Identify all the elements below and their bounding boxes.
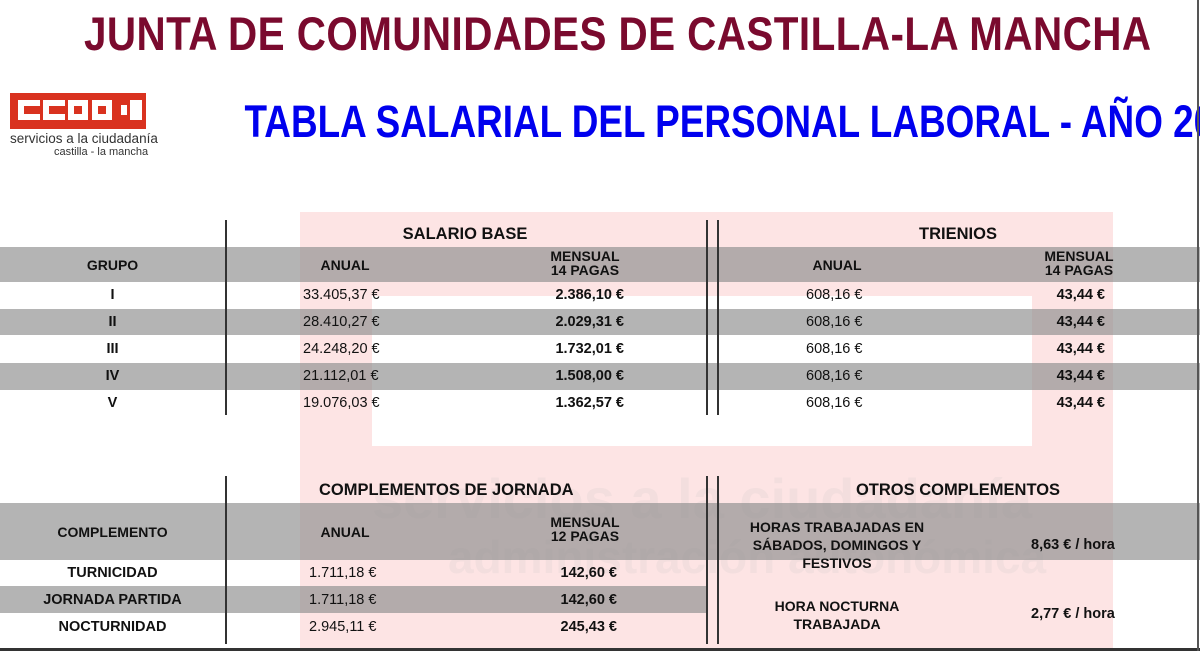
salario-base-title: SALARIO BASE xyxy=(402,225,528,243)
logo-letter-c-icon xyxy=(43,100,65,120)
otros-item-1-label-line1: HORAS TRABAJADAS EN xyxy=(749,519,925,535)
base-mensual-header-line1: MENSUAL xyxy=(550,248,620,264)
otros-item-1-label: HORAS TRABAJADAS EN SÁBADOS, DOMINGOS Y … xyxy=(722,518,952,572)
trienio-anual-cell: 608,16 € xyxy=(806,395,863,411)
jornada-mensual-header-line1: MENSUAL xyxy=(550,514,620,530)
grupo-header: GRUPO xyxy=(86,257,139,273)
trienio-mensual-cell: 43,44 € xyxy=(1056,314,1105,330)
grupo-cell: IV xyxy=(105,368,120,384)
grupo-cell: II xyxy=(108,314,117,330)
jornada-mensual-header-line2: 12 PAGAS xyxy=(550,528,620,544)
trienio-mensual-header-line1: MENSUAL xyxy=(1044,248,1114,264)
row-band-4 xyxy=(0,363,1200,390)
otros-complementos-title: OTROS COMPLEMENTOS xyxy=(855,481,1061,499)
base-mensual-cell: 2.386,10 € xyxy=(555,287,624,303)
complemento-mensual-cell: 142,60 € xyxy=(560,592,617,608)
right-border xyxy=(1197,0,1199,651)
complemento-mensual-cell: 142,60 € xyxy=(560,565,617,581)
base-mensual-header-line2: 14 PAGAS xyxy=(550,262,620,278)
base-mensual-cell: 1.732,01 € xyxy=(555,341,624,357)
bottom-border xyxy=(0,648,1200,651)
grupo-cell: I xyxy=(110,287,115,303)
ccoo-logo: servicios a la ciudadanía castilla - la … xyxy=(10,93,170,158)
base-mensual-cell: 1.508,00 € xyxy=(555,368,624,384)
otros-item-2-label-line2: TRABAJADA xyxy=(793,616,881,632)
otros-item-2-value: 2,77 € / hora xyxy=(1031,606,1115,622)
trienio-mensual-header: MENSUAL 14 PAGAS xyxy=(1024,249,1134,277)
grupo-cell: III xyxy=(106,341,119,357)
trienio-mensual-cell: 43,44 € xyxy=(1056,368,1105,384)
logo-tagline: servicios a la ciudadanía xyxy=(10,131,158,146)
complemento-anual-cell: 1.711,18 € xyxy=(309,565,377,581)
page-subtitle: TABLA SALARIAL DEL PERSONAL LABORAL - AÑ… xyxy=(244,96,1200,147)
divider-line xyxy=(706,220,708,415)
jornada-anual-header: ANUAL xyxy=(320,524,370,540)
logo-letter-o-icon xyxy=(68,100,88,120)
trienio-mensual-header-line2: 14 PAGAS xyxy=(1044,262,1114,278)
trienio-anual-cell: 608,16 € xyxy=(806,341,863,357)
header-band xyxy=(0,247,1200,282)
base-mensual-cell: 2.029,31 € xyxy=(555,314,624,330)
base-anual-cell: 33.405,37 € xyxy=(303,287,380,303)
complementos-jornada-title: COMPLEMENTOS DE JORNADA xyxy=(319,481,574,499)
otros-item-2-label-line1: HORA NOCTURNA xyxy=(774,598,900,614)
logo-letter-c-icon xyxy=(18,100,40,120)
trienio-mensual-cell: 43,44 € xyxy=(1056,395,1105,411)
row-band-2 xyxy=(0,309,1200,335)
otros-item-2-label: HORA NOCTURNA TRABAJADA xyxy=(722,597,952,633)
complemento-name-cell: JORNADA PARTIDA xyxy=(43,592,182,608)
logo-letter-o-icon xyxy=(92,100,112,120)
complementos-row-band-2 xyxy=(0,586,706,613)
complemento-header: COMPLEMENTO xyxy=(57,524,168,540)
otros-item-1-value: 8,63 € / hora xyxy=(1031,537,1115,553)
trienio-mensual-cell: 43,44 € xyxy=(1056,287,1105,303)
complemento-anual-cell: 2.945,11 € xyxy=(309,619,377,635)
trienio-anual-cell: 608,16 € xyxy=(806,368,863,384)
divider-line xyxy=(717,476,719,644)
base-anual-cell: 28.410,27 € xyxy=(303,314,380,330)
base-anual-cell: 21.112,01 € xyxy=(303,368,379,384)
trienio-anual-cell: 608,16 € xyxy=(806,287,863,303)
trienios-title: TRIENIOS xyxy=(919,225,997,243)
trienio-anual-cell: 608,16 € xyxy=(806,314,863,330)
base-mensual-header: MENSUAL 14 PAGAS xyxy=(530,249,640,277)
base-anual-cell: 24.248,20 € xyxy=(303,341,380,357)
grupo-cell: V xyxy=(107,395,118,411)
base-anual-header: ANUAL xyxy=(320,257,370,273)
complementos-header-band xyxy=(0,503,1200,560)
divider-line xyxy=(225,476,227,644)
ccoo-logo-mark xyxy=(10,93,146,129)
otros-item-1-label-line3: FESTIVOS xyxy=(802,555,872,571)
complemento-name-cell: TURNICIDAD xyxy=(67,565,158,581)
divider-line xyxy=(717,220,719,415)
divider-line xyxy=(706,476,708,644)
divider-line xyxy=(225,220,227,415)
main-title: JUNTA DE COMUNIDADES DE CASTILLA-LA MANC… xyxy=(84,7,1152,60)
trienio-mensual-cell: 43,44 € xyxy=(1056,341,1105,357)
base-mensual-cell: 1.362,57 € xyxy=(555,395,624,411)
trienio-anual-header: ANUAL xyxy=(812,257,862,273)
otros-item-1-label-line2: SÁBADOS, DOMINGOS Y xyxy=(752,537,922,553)
base-anual-cell: 19.076,03 € xyxy=(303,395,380,411)
logo-region: castilla - la mancha xyxy=(54,146,149,158)
jornada-mensual-header: MENSUAL 12 PAGAS xyxy=(530,515,640,543)
complemento-mensual-cell: 245,43 € xyxy=(560,619,617,635)
castle-flag-icon xyxy=(118,100,142,120)
complemento-anual-cell: 1.711,18 € xyxy=(309,592,377,608)
complemento-name-cell: NOCTURNIDAD xyxy=(58,619,167,635)
